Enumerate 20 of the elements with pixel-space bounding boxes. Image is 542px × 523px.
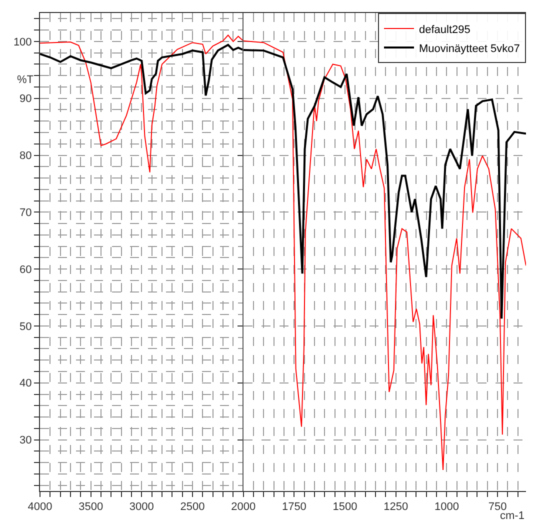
x-tick-label: 1750 <box>282 501 306 514</box>
y-tick-label: 70 <box>20 207 32 220</box>
y-tick-label: 80 <box>20 150 32 162</box>
x-tick-label: 2500 <box>180 501 205 514</box>
x-tick-label: 3500 <box>78 501 104 514</box>
legend-label: Muovinäytteet 5vko7 <box>419 42 520 55</box>
y-tick-label: 100 <box>13 36 32 48</box>
y-axis-title: %T <box>17 74 34 86</box>
x-tick-label: 4000 <box>28 501 52 514</box>
y-tick-label: 30 <box>20 434 32 447</box>
x-tick-label: 1500 <box>332 501 358 514</box>
x-tick-label: 1000 <box>434 501 459 514</box>
y-tick-label: 60 <box>20 264 32 276</box>
x-tick-label: 3000 <box>129 501 154 514</box>
y-tick-label: 90 <box>20 93 32 106</box>
y-tick-label: 50 <box>20 320 32 333</box>
x-tick-label: 1250 <box>384 501 408 514</box>
legend-label: default295 <box>419 24 470 36</box>
y-tick-label: 40 <box>20 378 32 390</box>
x-tick-label: 2000 <box>231 501 256 514</box>
